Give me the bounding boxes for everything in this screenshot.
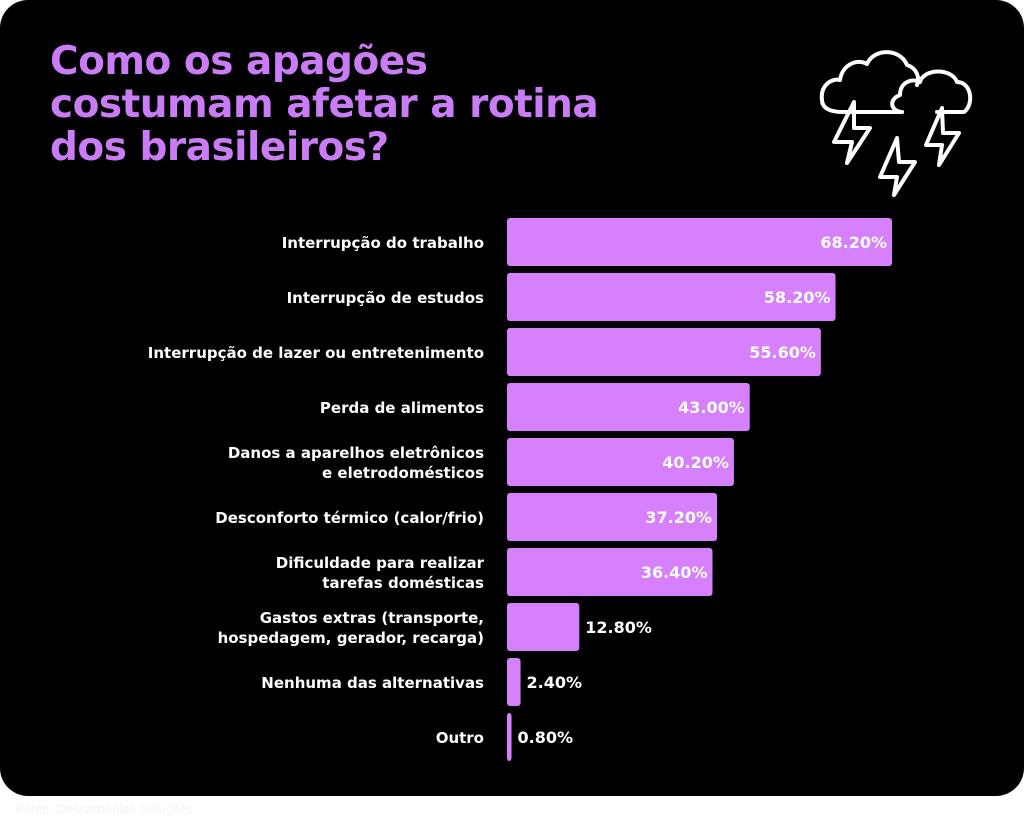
category-label: Perda de alimentos (320, 399, 484, 417)
chart-title: Como os apagões costumam afetar a rotina… (50, 39, 599, 170)
category-label: Desconforto térmico (calor/frio) (215, 509, 484, 527)
category-label: Nenhuma das alternativas (261, 674, 484, 692)
bar-chart: 68.20% Interrupção do trabalho 58.20% Inter… (148, 218, 892, 761)
data-label: 37.20% (645, 508, 712, 527)
category-label: Interrupção de estudos (287, 289, 484, 307)
category-label: Outro (436, 729, 484, 747)
data-label: 55.60% (749, 343, 816, 362)
bar (507, 438, 734, 486)
storm-clouds-lightning-icon (819, 50, 973, 197)
bar (507, 383, 750, 431)
bar (507, 548, 713, 596)
data-label: 2.40% (527, 673, 583, 692)
data-label: 40.20% (662, 453, 729, 472)
category-label: Gastos extras (transporte, hospedagem, ge… (218, 609, 484, 647)
bar (507, 658, 521, 706)
data-label: 68.20% (820, 233, 887, 252)
data-label: 0.80% (518, 728, 574, 747)
bar (507, 713, 512, 761)
category-label: Danos a aparelhos eletrônicos e eletrodom… (228, 444, 484, 482)
data-label: 36.40% (641, 563, 708, 582)
bar (507, 273, 836, 321)
bar (507, 218, 892, 266)
data-label: 58.20% (764, 288, 831, 307)
bar (507, 328, 821, 376)
bar (507, 603, 580, 651)
data-label: 12.80% (585, 618, 652, 637)
source-note: Fonte: Descarbonize Soluções (16, 801, 194, 816)
category-label: Interrupção do trabalho (282, 234, 484, 252)
category-label: Interrupção de lazer ou entretenimento (148, 344, 484, 362)
data-label: 43.00% (678, 398, 745, 417)
bar (507, 493, 717, 541)
category-label: Dificuldade para realizar tarefas domésti… (276, 554, 485, 592)
